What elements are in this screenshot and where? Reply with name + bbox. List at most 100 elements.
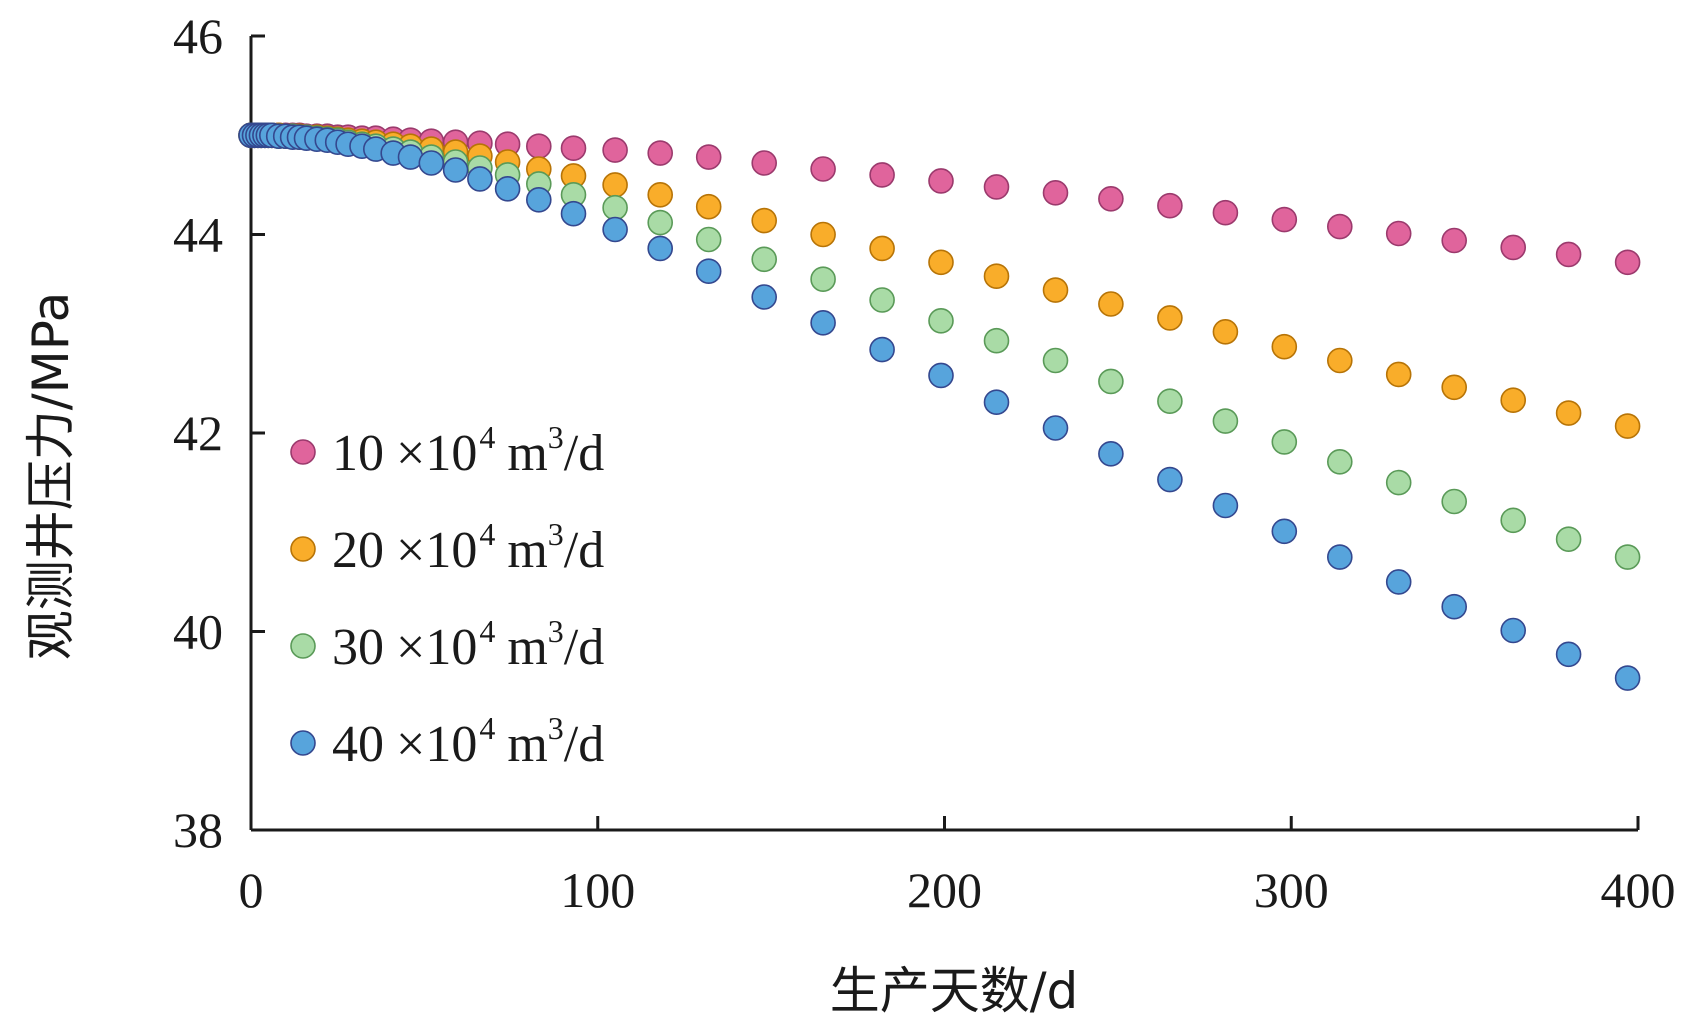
x-tick-label: 400	[1601, 862, 1676, 918]
legend-label: 20 ×104 m3/d	[332, 516, 604, 579]
legend-label: 30 ×104 m3/d	[332, 613, 604, 676]
data-point	[810, 221, 836, 248]
data-point	[442, 157, 469, 183]
data-point	[1555, 241, 1582, 268]
ticks: 38 40 42 44 46 0 100 200 300 400	[173, 8, 1676, 918]
data-point	[1212, 318, 1239, 345]
data-point	[869, 287, 895, 313]
data-point	[647, 182, 674, 208]
legend-label: 40 ×104 m3/d	[332, 710, 604, 773]
data-point	[1157, 388, 1183, 415]
data-point	[810, 266, 836, 293]
data-point	[602, 137, 628, 163]
legend-label: 10 ×104 m3/d	[332, 419, 604, 482]
legend-item: 20 ×104 m3/d	[290, 516, 604, 579]
data-point	[1500, 617, 1526, 644]
y-tick-label: 42	[173, 405, 223, 461]
data-point	[1327, 347, 1353, 374]
data-point	[1271, 333, 1298, 360]
data-point	[1555, 641, 1582, 668]
data-point	[1555, 400, 1582, 426]
data-point	[525, 187, 552, 213]
series-4-points	[238, 122, 1641, 691]
data-point	[810, 309, 836, 336]
data-point	[1441, 488, 1467, 515]
data-point	[751, 246, 778, 273]
data-point	[1042, 277, 1069, 303]
x-tick-label: 300	[1254, 862, 1329, 918]
data-point	[1098, 440, 1124, 467]
data-point	[1098, 291, 1124, 317]
data-point	[1157, 305, 1183, 331]
data-point	[928, 168, 954, 194]
data-point	[869, 235, 895, 262]
data-point	[1327, 448, 1353, 475]
legend-item: 40 ×104 m3/d	[290, 710, 604, 773]
data-point	[560, 200, 587, 227]
legend-marker	[290, 730, 316, 756]
data-point	[467, 166, 493, 192]
x-tick-label: 0	[239, 862, 264, 918]
data-point	[1500, 387, 1526, 414]
data-point	[1042, 180, 1069, 206]
data-point	[695, 258, 722, 285]
data-point	[1042, 347, 1069, 374]
x-tick-label: 100	[560, 862, 635, 918]
data-point	[928, 249, 954, 276]
data-point	[1271, 518, 1298, 545]
data-point	[1385, 469, 1412, 496]
data-point	[1614, 544, 1641, 570]
legend: 10 ×104 m3/d 20 ×104 m3/d 30 ×104 m3/d 40 ×104 m3/d	[290, 419, 604, 773]
y-tick-label: 46	[173, 8, 223, 64]
legend-marker	[290, 536, 316, 562]
data-point	[869, 336, 895, 363]
data-point	[928, 362, 954, 389]
data-point	[418, 150, 445, 176]
legend-marker	[290, 439, 316, 465]
data-point	[494, 176, 521, 202]
y-axis-title: 观测井压力/MPa	[22, 292, 80, 661]
data-point	[1441, 593, 1467, 620]
data-point	[1614, 665, 1641, 691]
data-point	[751, 284, 778, 310]
data-point	[751, 150, 778, 176]
x-tick-label: 200	[907, 862, 982, 918]
data-point	[928, 307, 954, 334]
data-point	[1500, 234, 1526, 261]
data-point	[1271, 429, 1298, 455]
data-point	[1098, 186, 1124, 212]
data-point	[1271, 206, 1298, 233]
data-points	[238, 122, 1641, 691]
data-point	[1042, 415, 1069, 441]
x-axis-title: 生产天数/d	[830, 962, 1079, 1020]
data-point	[983, 389, 1010, 416]
data-point	[1157, 192, 1183, 219]
data-point	[1212, 408, 1239, 434]
data-point	[1212, 199, 1239, 226]
data-point	[695, 226, 722, 253]
data-point	[647, 209, 674, 236]
data-point	[983, 327, 1010, 354]
data-point	[602, 172, 628, 198]
data-point	[1385, 361, 1412, 388]
legend-item: 30 ×104 m3/d	[290, 613, 604, 676]
data-point	[810, 156, 836, 182]
data-point	[1555, 526, 1582, 553]
data-point	[983, 174, 1010, 200]
data-point	[602, 194, 628, 221]
data-point	[695, 193, 722, 220]
data-point	[1157, 466, 1183, 493]
data-point	[560, 135, 587, 161]
data-point	[751, 207, 778, 234]
data-point	[525, 133, 552, 159]
y-tick-label: 40	[173, 604, 223, 660]
data-point	[602, 216, 628, 243]
data-point	[1327, 544, 1353, 570]
data-point	[1614, 249, 1641, 276]
legend-marker	[290, 633, 316, 659]
data-point	[1385, 220, 1412, 247]
data-point	[1441, 374, 1467, 401]
data-point	[869, 162, 895, 188]
data-point	[1212, 492, 1239, 519]
